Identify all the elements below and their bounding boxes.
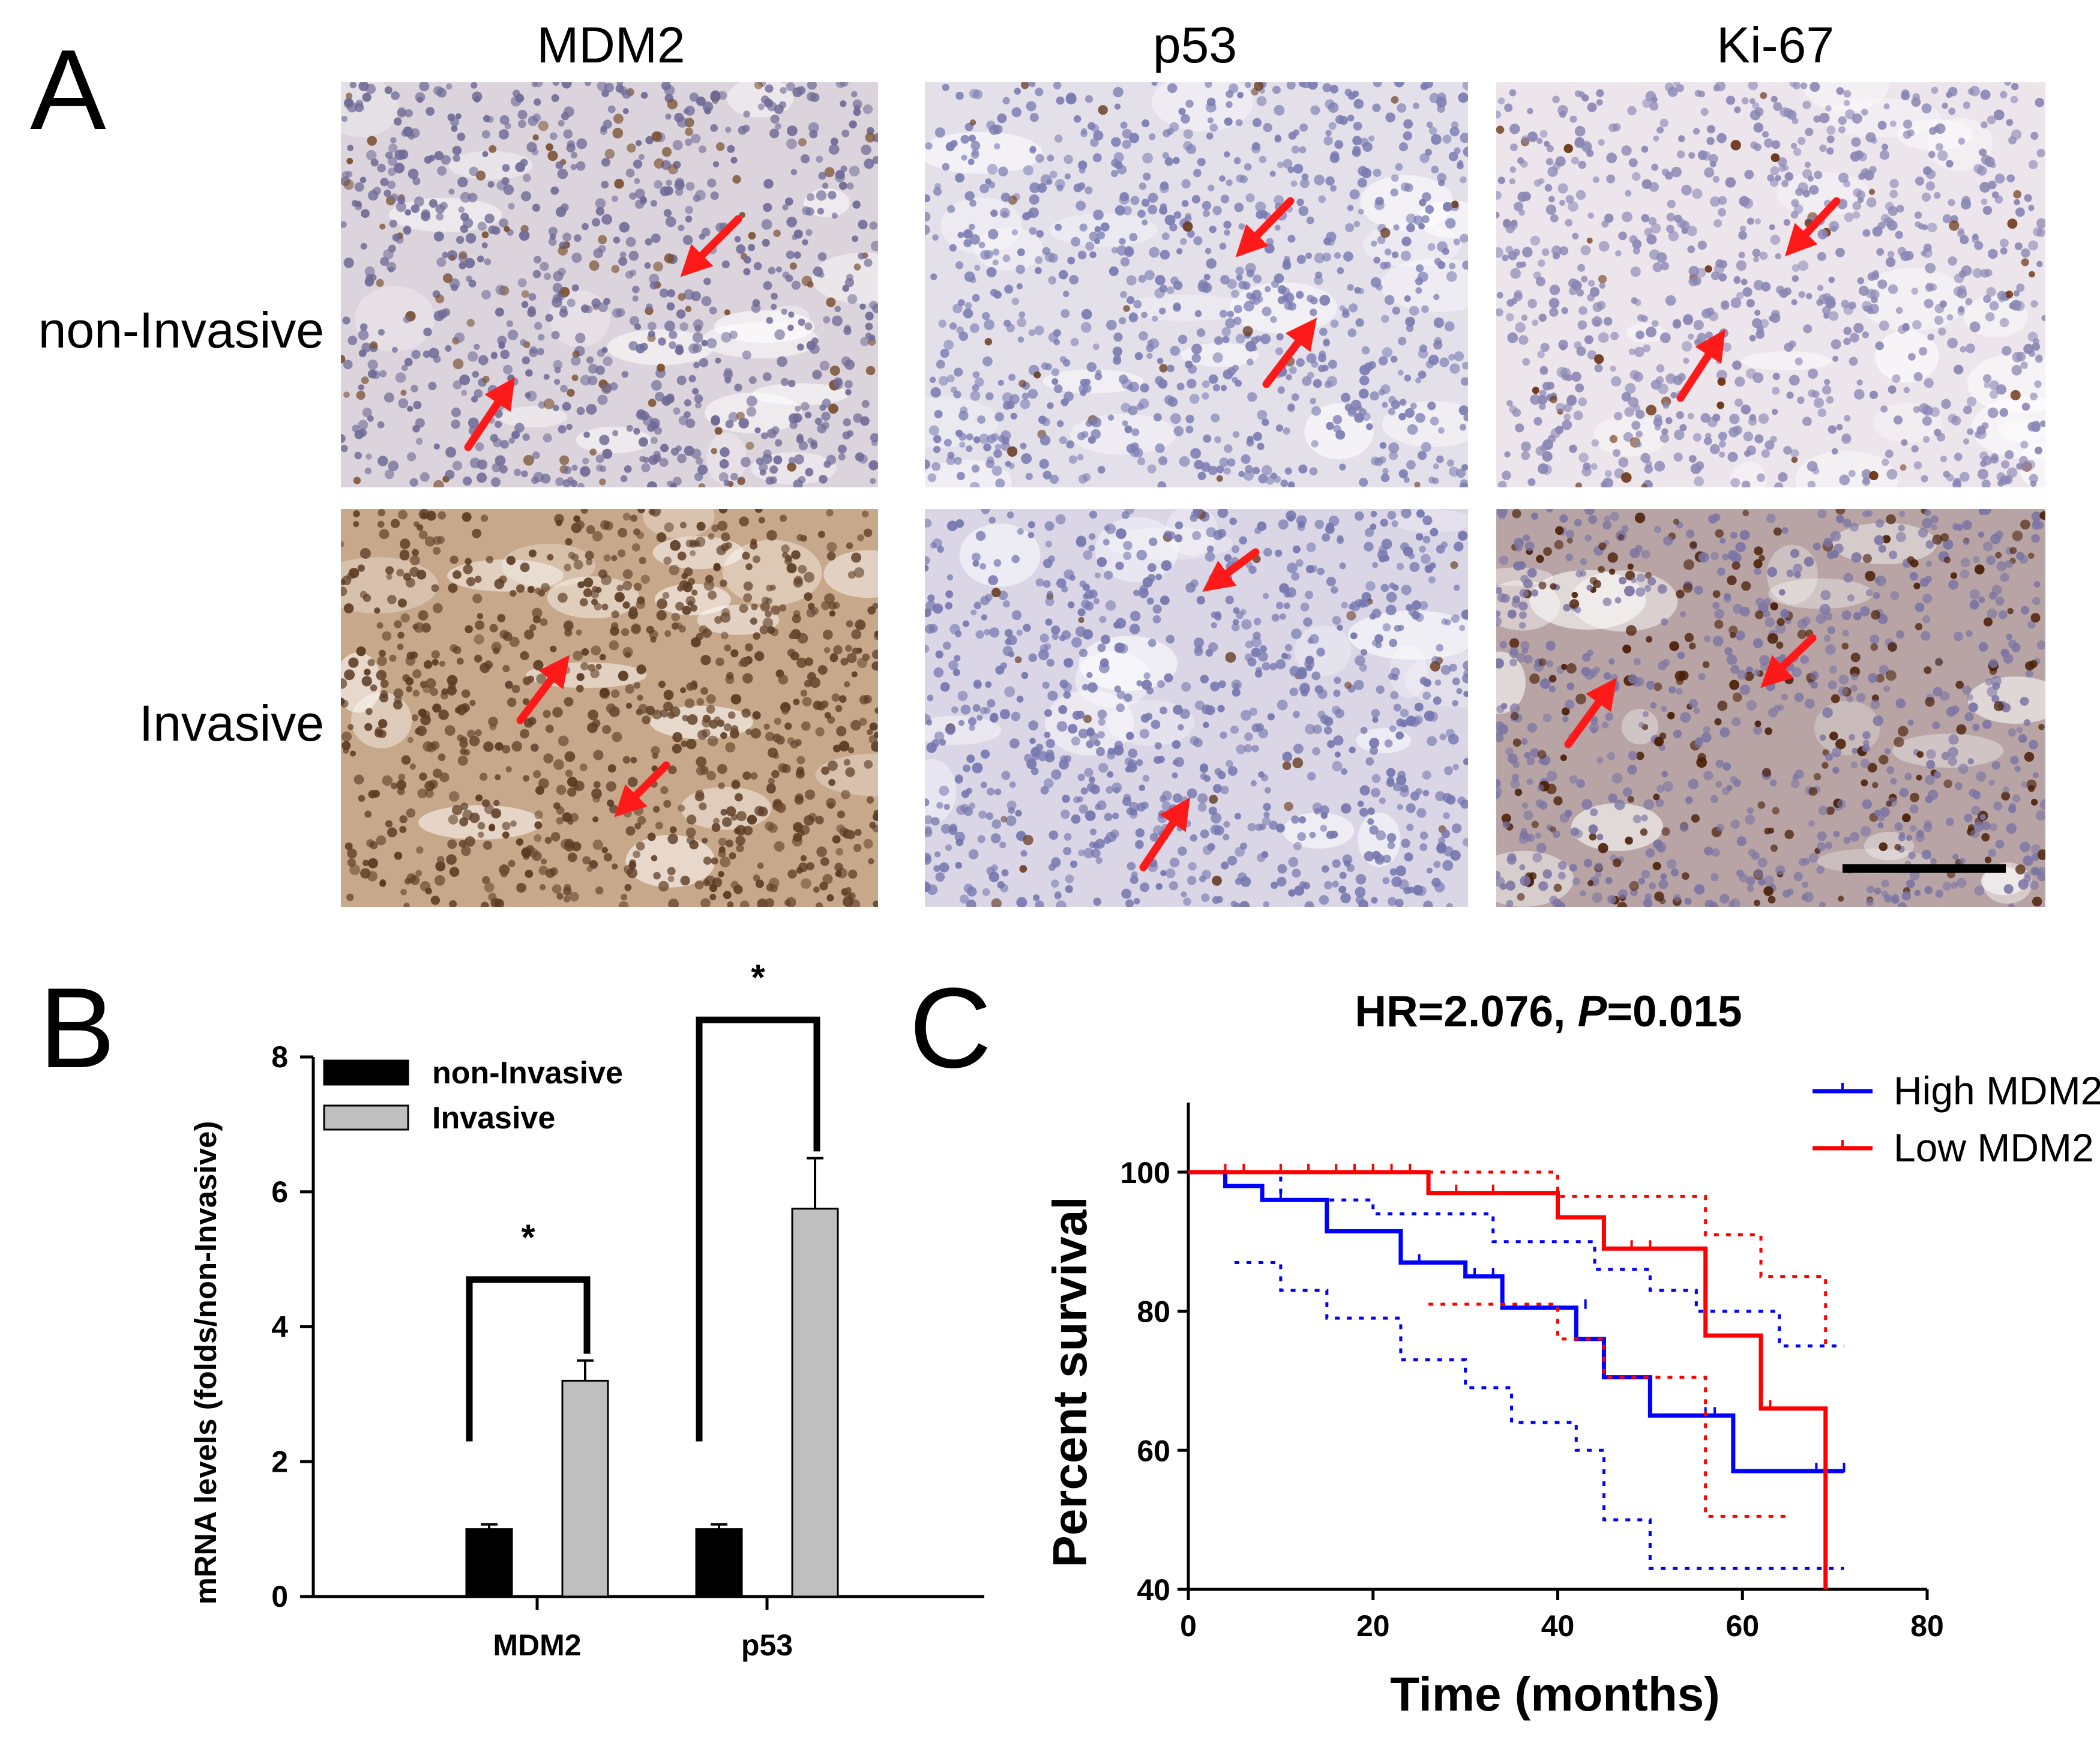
row-label-invasive: Invasive (139, 695, 324, 751)
micrograph-mdm2-non-invasive (341, 82, 878, 487)
arrow-p53-inv-2 (1139, 797, 1191, 872)
micrograph-ki67-invasive (1496, 509, 2045, 907)
panel-c-letter: C (909, 965, 992, 1092)
high-mdm2-survival-line (1188, 1170, 1844, 1474)
panel-b-letter: B (39, 965, 115, 1092)
arrow-p53-noninv-1 (1235, 197, 1295, 257)
bar-mdm2-1 (561, 1379, 609, 1598)
arrow-p53-noninv-2 (1262, 318, 1317, 388)
y-axis-label: mRNA levels (folds/non-Invasive) (188, 1121, 223, 1605)
y-tick-label: 8 (271, 1040, 288, 1074)
arrow-p53-inv-1 (1202, 548, 1260, 592)
arrow-ki67-inv-2 (1564, 678, 1617, 748)
arrow-mdm2-noninv-1 (680, 215, 742, 277)
y-tick-label: 2 (271, 1445, 288, 1478)
micrograph-p53-non-invasive (925, 82, 1468, 487)
panel-a-letter: A (30, 26, 106, 154)
micrograph-ki67-non-invasive (1496, 82, 2045, 487)
arrow-ki67-inv-1 (1760, 634, 1817, 688)
arrow-ki67-noninv-1 (1785, 197, 1841, 257)
x-tick-label: 60 (1725, 1609, 1759, 1643)
micrograph-p53-invasive (925, 509, 1468, 907)
chart-title: HR=2.076, P=0.015 (1355, 987, 1742, 1036)
legend-label-low-mdm2: Low MDM2 (1894, 1125, 2094, 1170)
x-tick-label: p53 (741, 1628, 793, 1662)
significance-star: * (751, 957, 765, 998)
y-tick-label: 4 (271, 1310, 288, 1344)
row-label-non-invasive: non-Invasive (38, 302, 324, 358)
significance-bracket (466, 1276, 591, 1442)
bar-p53-0 (695, 1528, 743, 1598)
column-title-mdm2: MDM2 (537, 17, 685, 73)
y-tick-label: 40 (1137, 1573, 1170, 1607)
bar-chart-mrna-levels: 0 2 4 6 8 mRNA levels (folds/non-Invasive) MDM… (188, 957, 984, 1662)
x-axis-label: Time (months) (1390, 1667, 1720, 1721)
survival-chart: HR=2.076, P=0.015 40 60 80 100 0 20 40 60 80 Time … (1043, 987, 2100, 1721)
y-tick-label: 6 (271, 1175, 288, 1209)
x-tick-label: MDM2 (493, 1628, 581, 1662)
x-tick-label: 0 (1180, 1609, 1197, 1643)
significance-bracket (696, 1016, 820, 1442)
high-mdm2-ci-lower (1234, 1260, 1844, 1570)
legend-label: non-Invasive (432, 1056, 623, 1091)
y-tick-label: 80 (1137, 1295, 1170, 1329)
y-axis-label: Percent survival (1043, 1196, 1097, 1567)
high-mdm2-ci-upper (1225, 1170, 1844, 1347)
column-title-ki67: Ki-67 (1716, 17, 1835, 73)
micrograph-mdm2-invasive (341, 509, 878, 907)
x-tick-label: 40 (1541, 1609, 1575, 1643)
arrow-overlay (464, 197, 2006, 873)
arrow-mdm2-noninv-2 (464, 377, 516, 451)
low-mdm2-survival-line (1188, 1170, 1828, 1589)
bar-mdm2-0 (465, 1528, 513, 1598)
legend-swatch (323, 1059, 409, 1086)
significance-star: * (521, 1217, 535, 1257)
arrow-mdm2-inv-1 (516, 655, 570, 724)
y-tick-label: 60 (1137, 1434, 1170, 1468)
low-mdm2-ci-upper (1428, 1170, 1828, 1346)
y-tick-label: 100 (1121, 1156, 1170, 1190)
column-title-p53: p53 (1152, 17, 1238, 73)
legend-swatch (323, 1104, 409, 1131)
y-tick-label: 0 (271, 1580, 288, 1613)
x-tick-label: 20 (1356, 1609, 1390, 1643)
low-mdm2-ci-lower (1428, 1302, 1789, 1518)
bar-p53-1 (791, 1208, 839, 1598)
arrow-ki67-noninv-2 (1676, 329, 1725, 402)
legend-label-high-mdm2: High MDM2 (1894, 1068, 2100, 1113)
x-tick-label: 80 (1910, 1609, 1944, 1643)
arrow-mdm2-inv-2 (614, 761, 670, 817)
legend-label: Invasive (432, 1101, 555, 1136)
